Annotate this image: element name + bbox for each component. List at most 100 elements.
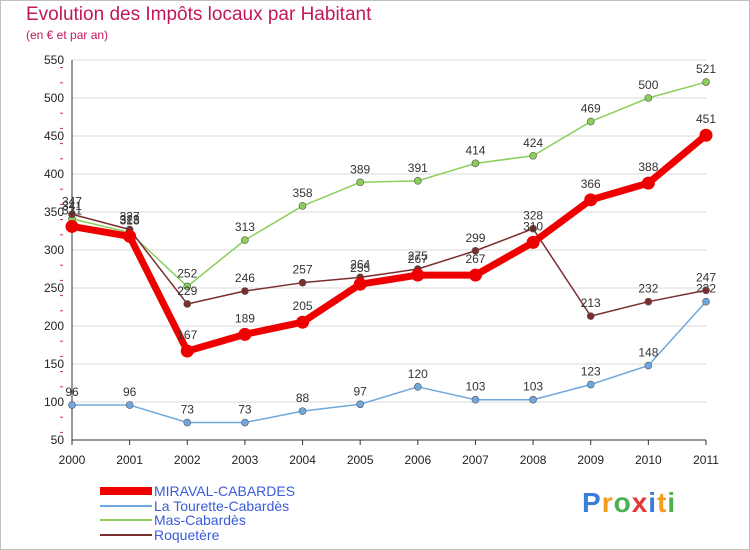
data-label-roquet-re: 213 [581,296,601,310]
x-tick-label: 2003 [232,453,259,467]
y-tick-label: 150 [44,357,64,371]
data-label-mas-cabard-s: 358 [293,186,313,200]
data-point-la-tourette-cabard-s [471,395,480,404]
data-point-miraval-cabardes [526,235,540,249]
data-point-roquet-re [586,312,595,320]
data-point-roquet-re [298,278,307,287]
data-label-roquet-re: 327 [120,209,140,223]
legend-label: Roquetère [154,526,220,543]
x-tick-label: 2007 [462,453,489,467]
data-label-mas-cabard-s: 391 [408,161,428,175]
data-label-miraval-cabardes: 205 [293,299,313,313]
y-tick-label: 400 [44,167,64,181]
series-line-mas-cabard-s [71,81,707,288]
x-tick-label: 2010 [635,453,662,467]
y-tick-label: 50 [51,433,65,447]
x-tick-label: 2004 [289,453,316,467]
data-point-miraval-cabardes [411,268,425,282]
data-label-mas-cabard-s: 341 [62,199,82,213]
legend-swatch [100,533,152,536]
legend: MIRAVAL-CABARDES La Tourette-Cabardès Mas-… [100,483,360,543]
data-label-mas-cabard-s: 521 [696,62,716,76]
x-tick-label: 2002 [174,453,201,467]
data-point-miraval-cabardes [180,344,194,358]
data-point-la-tourette-cabard-s [586,380,595,389]
data-point-mas-cabard-s [644,94,653,102]
data-label-miraval-cabardes: 331 [62,203,82,217]
data-point-mas-cabard-s [356,178,364,187]
data-point-la-tourette-cabard-s [241,418,249,427]
legend-item: Mas-Cabardès [100,512,360,528]
data-point-roquet-re [644,297,653,306]
data-label-roquet-re: 229 [177,284,197,298]
data-point-roquet-re [529,224,537,233]
data-label-mas-cabard-s: 414 [465,143,485,157]
data-point-la-tourette-cabard-s [68,401,76,409]
y-tick-label: 200 [44,319,64,333]
data-label-miraval-cabardes: 366 [581,177,601,191]
data-point-roquet-re [471,246,480,255]
data-label-la-tourette-cabard-s: 73 [238,403,252,417]
data-point-mas-cabard-s [183,282,192,291]
data-label-miraval-cabardes: 451 [696,112,716,126]
data-point-la-tourette-cabard-s [702,297,710,306]
x-tick-label: 2000 [59,453,86,467]
data-label-miraval-cabardes: 267 [408,252,428,266]
data-label-mas-cabard-s: 252 [177,266,197,280]
data-point-mas-cabard-s [529,151,537,160]
data-label-roquet-re: 257 [293,263,313,277]
data-point-mas-cabard-s [241,236,249,244]
data-point-roquet-re [68,210,76,219]
data-point-miraval-cabardes [584,193,598,207]
legend-item: Roquetère [100,526,360,543]
y-tick-label: 500 [44,91,64,105]
data-label-la-tourette-cabard-s: 103 [465,380,485,394]
data-point-mas-cabard-s [586,117,595,126]
y-tick-label: 100 [44,395,64,409]
data-label-roquet-re: 246 [235,271,255,285]
data-label-miraval-cabardes: 318 [120,213,140,227]
data-label-roquet-re: 264 [350,257,370,271]
data-point-miraval-cabardes [641,176,655,190]
data-label-la-tourette-cabard-s: 97 [354,384,368,398]
data-point-la-tourette-cabard-s [529,395,537,404]
data-label-roquet-re: 232 [638,282,658,296]
data-label-miraval-cabardes: 189 [235,311,255,325]
data-label-mas-cabard-s: 500 [638,78,658,92]
data-label-miraval-cabardes: 255 [350,261,370,275]
proxiti-logo: Proxiti [582,487,677,518]
y-tick-label: 250 [44,281,64,295]
x-tick-label: 2011 [693,453,719,467]
data-label-la-tourette-cabard-s: 148 [638,346,658,360]
legend-swatch [100,504,152,507]
data-label-la-tourette-cabard-s: 120 [408,367,428,381]
legend-swatch [100,487,152,495]
data-label-roquet-re: 328 [523,209,543,223]
data-label-la-tourette-cabard-s: 96 [123,385,137,399]
data-label-la-tourette-cabard-s: 96 [65,385,79,399]
data-point-la-tourette-cabard-s [298,407,307,415]
data-label-la-tourette-cabard-s: 103 [523,380,543,394]
data-label-roquet-re: 299 [465,231,485,245]
legend-swatch [100,519,152,521]
chart-title: Evolution des Impôts locaux par Habitant [26,4,372,25]
data-point-miraval-cabardes [468,268,482,282]
data-label-la-tourette-cabard-s: 88 [296,391,310,405]
x-tick-label: 2001 [116,453,143,467]
x-tick-label: 2006 [404,453,431,467]
data-point-mas-cabard-s [471,159,480,168]
data-label-mas-cabard-s: 389 [350,162,370,176]
data-point-la-tourette-cabard-s [644,361,653,370]
chart-subtitle: (en € et par an) [26,28,109,42]
data-label-roquet-re: 247 [696,270,716,284]
data-point-miraval-cabardes [353,277,367,291]
data-label-miraval-cabardes: 267 [465,252,485,266]
data-label-mas-cabard-s: 424 [523,136,543,150]
data-point-la-tourette-cabard-s [414,382,422,391]
data-label-miraval-cabardes: 310 [523,219,543,233]
data-label-mas-cabard-s: 469 [581,102,601,116]
data-point-roquet-re [241,287,249,295]
y-tick-label: 550 [44,53,64,67]
series-line-miraval-cabardes [68,131,710,355]
legend-label: La Tourette-Cabardès [154,497,290,514]
